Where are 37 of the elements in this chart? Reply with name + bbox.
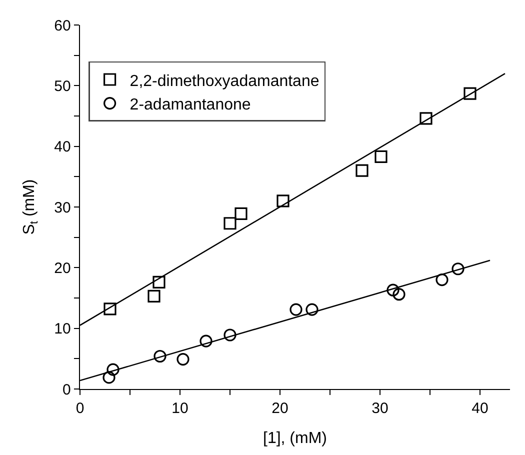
x-tick-label: 30 [372, 400, 388, 418]
point [464, 87, 476, 100]
point [290, 303, 302, 316]
point [102, 371, 116, 384]
point [392, 288, 406, 301]
y-tick-label: 40 [54, 138, 71, 156]
y-tick-label: 20 [54, 260, 71, 277]
point [106, 363, 120, 376]
point [224, 217, 236, 230]
y-tick-label: 60 [54, 17, 71, 34]
point [176, 352, 190, 366]
x-tick-label: 40 [472, 400, 488, 418]
x-tick-label: 10 [172, 400, 188, 418]
x-axis-title: [1], (mM) [263, 430, 327, 447]
y-tick-label: 10 [54, 320, 71, 338]
point [386, 284, 400, 296]
point [356, 164, 368, 177]
point [152, 276, 166, 289]
x-tick-label: 0 [76, 400, 84, 418]
point [452, 262, 464, 276]
point [200, 334, 212, 348]
y-tick-label: 30 [54, 199, 71, 216]
point [104, 302, 116, 316]
x-tick-label: 20 [272, 400, 288, 418]
legend-label: 2,2-dimethoxyadamantane [130, 72, 320, 90]
point [276, 194, 290, 208]
point [148, 290, 160, 302]
point [154, 350, 166, 363]
point [436, 274, 448, 286]
point [374, 150, 388, 163]
y-tick-label: 50 [54, 78, 71, 95]
point [234, 207, 248, 220]
point [420, 112, 432, 125]
legend-label: 2-adamantanone [130, 96, 251, 114]
point [224, 328, 236, 342]
point [306, 303, 318, 316]
y-tick-label: 0 [62, 381, 71, 398]
